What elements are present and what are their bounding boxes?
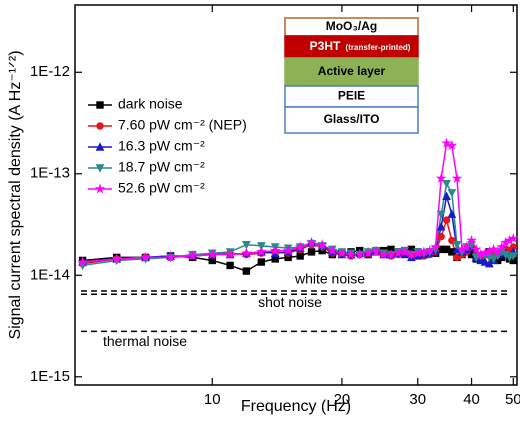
legend-marker: [94, 183, 106, 194]
x-tick-label: 50: [505, 391, 520, 408]
marker: [362, 247, 374, 258]
x-axis-label: Frequency (Hz): [241, 398, 351, 415]
x-tick-label: 40: [463, 391, 480, 408]
marker: [447, 189, 457, 198]
marker: [296, 252, 304, 260]
inset-layer-label: Active layer: [318, 64, 386, 78]
y-tick-label: 1E-14: [30, 266, 70, 283]
marker: [424, 245, 436, 256]
marker: [442, 179, 451, 189]
marker: [256, 242, 266, 251]
inset-layer-note: (transfer-printed): [346, 43, 411, 52]
y-axis-label: Signal current spectral density (A Hz⁻¹ᐟ…: [7, 50, 24, 339]
reference-label: thermal noise: [103, 333, 187, 349]
marker: [165, 251, 176, 262]
marker: [430, 241, 441, 252]
marker: [257, 258, 266, 266]
y-tick-label: 1E-13: [30, 165, 70, 182]
marker: [437, 232, 445, 241]
marker: [442, 191, 451, 200]
inset-layer-label: PEIE: [338, 89, 365, 103]
reference-label: shot noise: [258, 294, 322, 310]
marker: [451, 172, 463, 183]
marker: [336, 247, 348, 258]
reference-label: white noise: [294, 271, 365, 287]
marker: [224, 248, 236, 260]
marker: [242, 241, 251, 250]
marker: [77, 256, 88, 267]
legend-marker: [96, 101, 104, 109]
marker: [306, 236, 317, 248]
marker: [392, 247, 404, 258]
marker: [242, 267, 251, 275]
marker: [385, 248, 397, 260]
legend-marker: [95, 142, 105, 151]
marker: [354, 248, 366, 260]
legend-marker: [96, 122, 104, 130]
marker: [111, 253, 123, 264]
legend-label: 18.7 pW cm⁻²: [118, 159, 205, 175]
marker: [282, 245, 294, 256]
legend-label: 52.6 pW cm⁻²: [118, 180, 205, 196]
marker: [489, 255, 498, 264]
marker: [436, 222, 446, 231]
marker: [226, 261, 234, 270]
marker: [441, 137, 452, 148]
marker: [406, 248, 417, 260]
marker: [461, 241, 473, 252]
inset-layer-label: P3HT: [310, 39, 341, 53]
marker: [508, 252, 518, 261]
marker: [492, 246, 504, 257]
marker: [466, 234, 477, 246]
marker: [307, 248, 316, 256]
marker: [187, 250, 198, 261]
inset-layer-label: Glass/ITO: [324, 112, 380, 126]
marker: [256, 246, 267, 257]
marker: [241, 247, 252, 258]
inset-layer: [284, 57, 419, 87]
marker: [316, 239, 328, 250]
marker: [345, 248, 357, 260]
marker: [507, 232, 519, 244]
marker: [294, 241, 306, 252]
marker: [140, 251, 151, 262]
marker: [206, 248, 218, 260]
x-tick-label: 30: [409, 391, 426, 408]
marker: [412, 247, 424, 258]
marker: [436, 210, 446, 219]
y-tick-label: 1E-12: [30, 63, 70, 80]
x-tick-label: 10: [204, 391, 221, 408]
marker: [435, 172, 447, 183]
inset-layer-label: MoO₃/Ag: [326, 19, 378, 33]
marker: [442, 216, 451, 224]
marker: [370, 246, 382, 257]
legend-label: dark noise: [118, 96, 183, 112]
marker: [452, 241, 462, 250]
legend-label: 16.3 pW cm⁻²: [118, 138, 205, 154]
x-tick-label: 20: [334, 391, 351, 408]
marker: [447, 209, 457, 218]
marker: [269, 245, 281, 256]
legend-marker: [95, 164, 105, 173]
marker: [327, 245, 338, 256]
inset-layer: [284, 106, 419, 134]
y-tick-label: 1E-15: [30, 368, 70, 385]
plot-frame: [74, 4, 518, 386]
marker: [470, 243, 482, 254]
marker: [446, 139, 458, 150]
marker: [496, 241, 508, 252]
marker: [399, 246, 411, 257]
marker: [480, 257, 490, 266]
legend-label: 7.60 pW cm⁻² (NEP): [118, 117, 247, 133]
